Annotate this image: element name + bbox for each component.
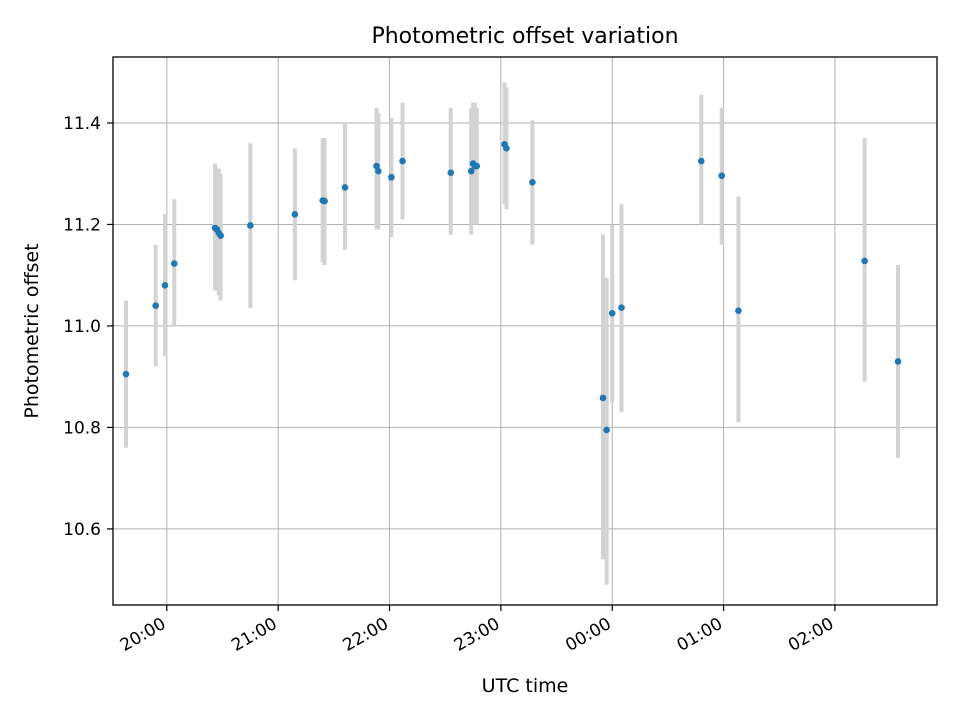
data-point [341, 184, 349, 191]
y-axis-label: Photometric offset [21, 243, 43, 418]
data-point [399, 157, 406, 165]
data-point [698, 157, 705, 165]
data-point [735, 307, 742, 315]
chart-title: Photometric offset variation [371, 24, 678, 49]
data-point [375, 167, 382, 175]
data-point [608, 309, 616, 317]
data-point [170, 260, 178, 267]
data-point [599, 394, 607, 402]
data-point [161, 282, 169, 289]
data-point [122, 370, 130, 378]
y-tick-label: 10.8 [63, 418, 101, 438]
data-point [291, 210, 299, 218]
data-point [447, 169, 455, 176]
data-point [152, 302, 159, 309]
data-point [618, 304, 625, 311]
data-point [473, 162, 481, 170]
y-tick-label: 10.6 [63, 520, 101, 540]
data-point [217, 232, 224, 239]
y-tick-label: 11.2 [63, 215, 101, 235]
data-point [503, 145, 510, 152]
data-point [321, 197, 328, 205]
data-point [861, 257, 868, 265]
data-point [529, 179, 536, 186]
data-point [373, 162, 380, 170]
x-axis-label: UTC time [482, 675, 569, 697]
plot-frame [112, 56, 938, 606]
y-tick-label: 11.0 [63, 317, 101, 337]
y-tick-label: 11.4 [63, 114, 101, 134]
data-point [388, 173, 395, 181]
data-points [122, 140, 902, 434]
data-point [467, 167, 475, 175]
data-point [894, 358, 902, 365]
data-point [247, 222, 254, 229]
data-point [603, 426, 610, 434]
data-point [718, 172, 726, 180]
